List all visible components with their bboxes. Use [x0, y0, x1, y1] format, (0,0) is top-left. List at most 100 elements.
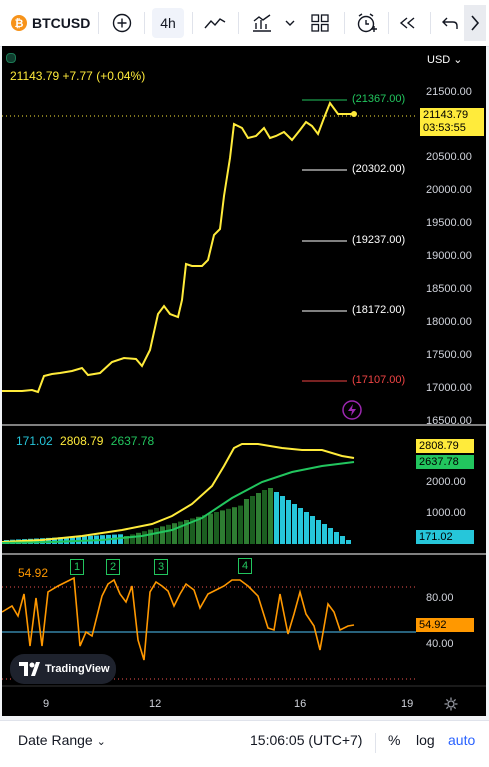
line-chart-icon	[204, 18, 226, 29]
divider	[98, 12, 99, 34]
divider	[388, 12, 389, 34]
histogram-bar	[166, 524, 171, 544]
price-tick-label: 17500.00	[426, 349, 472, 361]
histogram-bar	[328, 528, 333, 544]
histogram-bar	[214, 512, 219, 544]
chart-settings-button[interactable]	[444, 697, 458, 716]
histogram-bar	[250, 496, 255, 544]
log-scale-toggle[interactable]: log	[416, 732, 435, 748]
currency-selector[interactable]: USD ⌄	[427, 54, 463, 66]
time-tick-label: 16	[294, 698, 307, 710]
histogram-bar	[178, 521, 183, 544]
indicator-line-c	[2, 461, 355, 544]
bottom-toolbar: Date Range ⌄ 15:06:05 (UTC+7) % log auto	[0, 720, 489, 767]
time-tick-label: 19	[401, 698, 414, 710]
svg-text:₿: ₿	[15, 18, 24, 30]
rewind-icon	[399, 17, 415, 29]
percent-scale-toggle[interactable]: %	[388, 732, 401, 748]
level-label: (21367.00)	[352, 93, 406, 105]
histogram-bar	[172, 523, 177, 544]
rsi-marker: 3	[154, 559, 168, 575]
bar-countdown: 03:53:55	[423, 122, 466, 134]
histogram-bar	[202, 515, 207, 544]
histogram-bar	[244, 499, 249, 544]
histogram-bar	[220, 510, 225, 544]
rsi-tick-label: 80.00	[426, 592, 454, 604]
rsi-line	[2, 576, 355, 661]
replay-button[interactable]	[394, 8, 420, 38]
histogram-bar	[262, 490, 267, 544]
symbol-search-button[interactable]: BTCUSD	[32, 8, 90, 38]
rsi-marker: 2	[106, 559, 120, 575]
indicators-icon	[253, 14, 271, 32]
divider	[238, 12, 239, 34]
add-icon	[112, 13, 132, 33]
auto-scale-toggle[interactable]: auto	[448, 732, 476, 748]
tradingview-watermark: TradingView	[10, 654, 116, 684]
chart-canvas	[2, 99, 486, 687]
histogram-bar	[346, 540, 351, 544]
date-range-label: Date Range	[18, 732, 93, 748]
histogram-bar	[226, 508, 231, 544]
price-tick-label: 18000.00	[426, 316, 472, 328]
top-toolbar: ₿ BTCUSD 4h	[0, 0, 489, 47]
price-tick-label: 20500.00	[426, 151, 472, 163]
rsi-tag: 54.92	[416, 618, 474, 632]
histogram-bar	[286, 500, 291, 544]
indicators-button[interactable]	[248, 8, 276, 38]
chart-area[interactable]: USD ⌄ 21143.79 +7.77 (+0.04%) 21500.00 2…	[2, 46, 486, 716]
indicators-dropdown[interactable]	[283, 8, 297, 38]
histogram-bar	[292, 504, 297, 544]
level-label: (18172.00)	[352, 304, 406, 316]
price-tick-label: 21500.00	[426, 86, 472, 98]
histogram-bar	[136, 532, 141, 544]
currency-label: USD	[427, 54, 451, 66]
level-label: (19237.00)	[352, 234, 406, 246]
histogram-bar	[238, 505, 243, 544]
alarm-clock-icon	[357, 13, 377, 33]
last-price-value: 21143.79	[423, 109, 469, 121]
histogram-bar	[298, 508, 303, 544]
date-range-button[interactable]: Date Range ⌄	[18, 732, 106, 748]
histogram-bar	[232, 507, 237, 544]
symbol-label: BTCUSD	[32, 15, 91, 31]
indicator-legend: 171.02 2808.79 2637.78	[16, 434, 154, 448]
compare-add-button[interactable]	[108, 8, 136, 38]
toolbar-scroll-right-button[interactable]	[464, 5, 486, 41]
histogram-bar	[196, 516, 201, 544]
chevron-right-icon	[471, 15, 480, 31]
chart-type-button[interactable]	[200, 8, 230, 38]
lightning-icon[interactable]	[342, 400, 362, 420]
layout-button[interactable]	[306, 8, 334, 38]
last-price-dot	[351, 111, 357, 117]
histogram-bar	[124, 536, 129, 544]
indicator-tag-b: 2808.79	[416, 439, 474, 453]
histogram-bar	[274, 492, 279, 544]
price-tick-label: 18500.00	[426, 283, 472, 295]
indicator-line-b	[2, 443, 355, 543]
divider	[192, 12, 193, 34]
timezone-clock[interactable]: 15:06:05 (UTC+7)	[250, 732, 363, 748]
grid-layout-icon	[311, 14, 329, 32]
indicator-value-b: 2808.79	[60, 434, 104, 448]
histogram-bar	[148, 529, 153, 544]
histogram-bar	[130, 534, 135, 544]
indicator-tick-label: 2000.00	[426, 476, 466, 488]
histogram-bar	[322, 524, 327, 544]
indicator-value-c: 2637.78	[110, 434, 155, 448]
price-tick-label: 19500.00	[426, 217, 472, 229]
histogram-bar	[184, 520, 189, 544]
gear-icon	[444, 697, 458, 711]
histogram-bar	[334, 532, 339, 544]
histogram-bar	[316, 520, 321, 544]
indicator-value-a: 171.02	[16, 434, 53, 448]
interval-button[interactable]: 4h	[152, 8, 184, 38]
histogram-bar	[256, 493, 261, 544]
price-tick-label: 20000.00	[426, 184, 472, 196]
histogram-bar	[280, 496, 285, 544]
alert-button[interactable]	[352, 8, 382, 38]
level-label: (20302.00)	[352, 163, 406, 175]
tradingview-logo-icon	[19, 662, 40, 676]
chevron-down-icon	[285, 20, 295, 26]
undo-button[interactable]	[438, 8, 462, 38]
